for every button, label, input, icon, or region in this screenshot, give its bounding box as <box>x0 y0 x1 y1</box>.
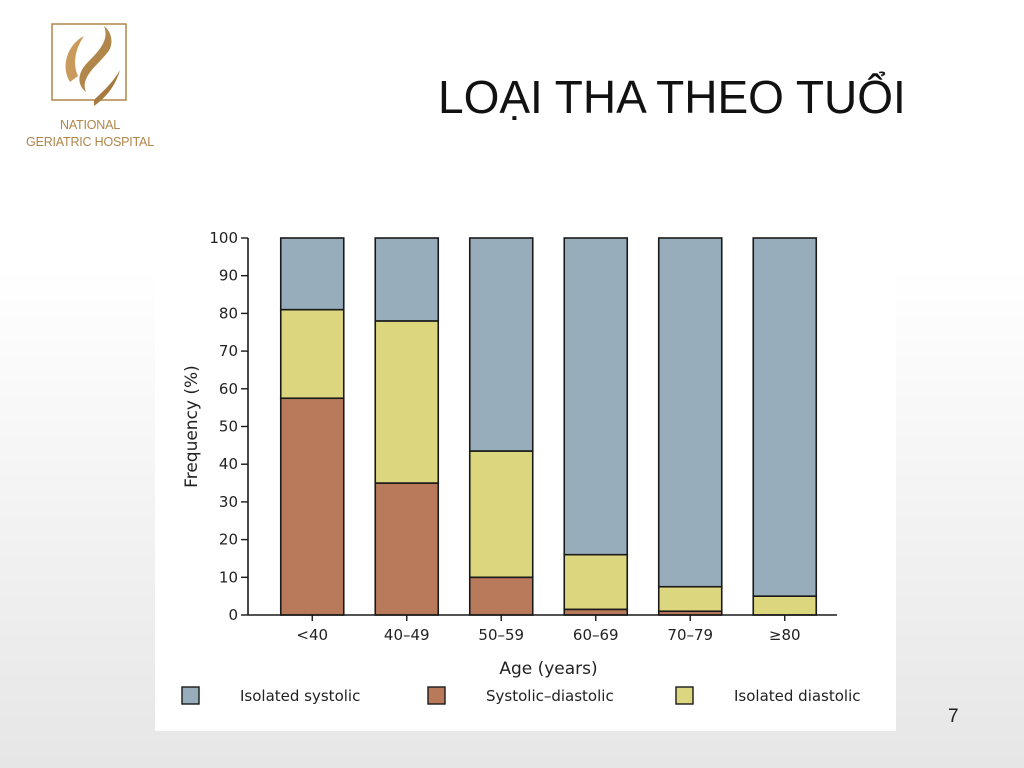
chart-figure: <40 40–49 50–59 60–69 70–79 ≥80 0 10 20 30 40 50 60 7… <box>155 188 896 731</box>
hospital-logo: NATIONAL GERIATRIC HOSPITAL <box>10 2 170 152</box>
y-tick-label: 0 <box>228 606 238 624</box>
y-tick-label: 50 <box>219 418 238 436</box>
y-tick-label: 60 <box>219 380 238 398</box>
bar-segment-40–49-Isolated systolic <box>374 237 440 322</box>
legend-swatch-Systolic–diastolic <box>427 686 446 705</box>
x-tick-label: 50–59 <box>478 626 524 644</box>
bar-segment-60–69-Isolated diastolic <box>563 553 629 611</box>
y-tick-label: 30 <box>219 493 238 511</box>
bar-segment-<40-Isolated diastolic <box>279 308 345 400</box>
slide-title: LOẠI THA THEO TUỔI <box>438 71 906 123</box>
x-tick-label: <40 <box>296 626 328 644</box>
bar-segment-<40-Isolated systolic <box>279 237 345 311</box>
legend: Isolated systolic Systolic–diastolic Isola… <box>181 686 861 705</box>
bar-segment-50–59-Systolic–diastolic <box>468 576 534 616</box>
legend-swatch-Isolated diastolic <box>675 686 694 705</box>
y-tick-label: 100 <box>209 229 238 247</box>
bar-segment-40–49-Systolic–diastolic <box>374 482 440 616</box>
y-tick-label: 90 <box>219 267 238 285</box>
x-tick-label: 70–79 <box>667 626 713 644</box>
bar-segment-60–69-Systolic–diastolic <box>563 608 629 616</box>
legend-label-Isolated diastolic: Isolated diastolic <box>734 687 861 705</box>
legend-label-Systolic–diastolic: Systolic–diastolic <box>486 687 614 705</box>
y-tick-label: 80 <box>219 304 238 322</box>
x-axis-title: Age (years) <box>499 659 597 679</box>
legend-label-Isolated systolic: Isolated systolic <box>240 687 360 705</box>
plot-area <box>279 237 818 616</box>
x-tick-label: 40–49 <box>384 626 430 644</box>
bar-segment-≥80-Isolated diastolic <box>752 595 818 616</box>
bar-segment-60–69-Isolated systolic <box>563 237 629 556</box>
bar-segment-70–79-Isolated diastolic <box>657 585 723 613</box>
logo-text-line2: GERIATRIC HOSPITAL <box>26 135 154 149</box>
y-tick-label: 40 <box>219 455 238 473</box>
x-tick-label: ≥80 <box>769 626 801 644</box>
bar-segment-50–59-Isolated diastolic <box>468 450 534 579</box>
legend-swatch-Isolated systolic <box>181 686 200 705</box>
bar-segment-70–79-Isolated systolic <box>657 237 723 588</box>
y-tick-label: 70 <box>219 342 238 360</box>
y-axis-title: Frequency (%) <box>182 365 202 488</box>
slide-number: 7 <box>948 706 959 727</box>
y-tick-label: 20 <box>219 531 238 549</box>
bar-segment-50–59-Isolated systolic <box>468 237 534 452</box>
bar-segment-≥80-Isolated systolic <box>752 237 818 597</box>
bar-segment-<40-Systolic–diastolic <box>279 397 345 616</box>
x-tick-label: 60–69 <box>573 626 619 644</box>
stacked-bar-chart: <40 40–49 50–59 60–69 70–79 ≥80 0 10 20 30 40 50 60 7… <box>181 229 861 705</box>
bar-segment-40–49-Isolated diastolic <box>374 320 440 484</box>
logo-text-line1: NATIONAL <box>60 118 120 132</box>
axes: <40 40–49 50–59 60–69 70–79 ≥80 0 10 20 30 40 50 60 7… <box>182 229 837 679</box>
logo-mark-icon <box>51 23 127 106</box>
y-tick-label: 10 <box>219 568 238 586</box>
